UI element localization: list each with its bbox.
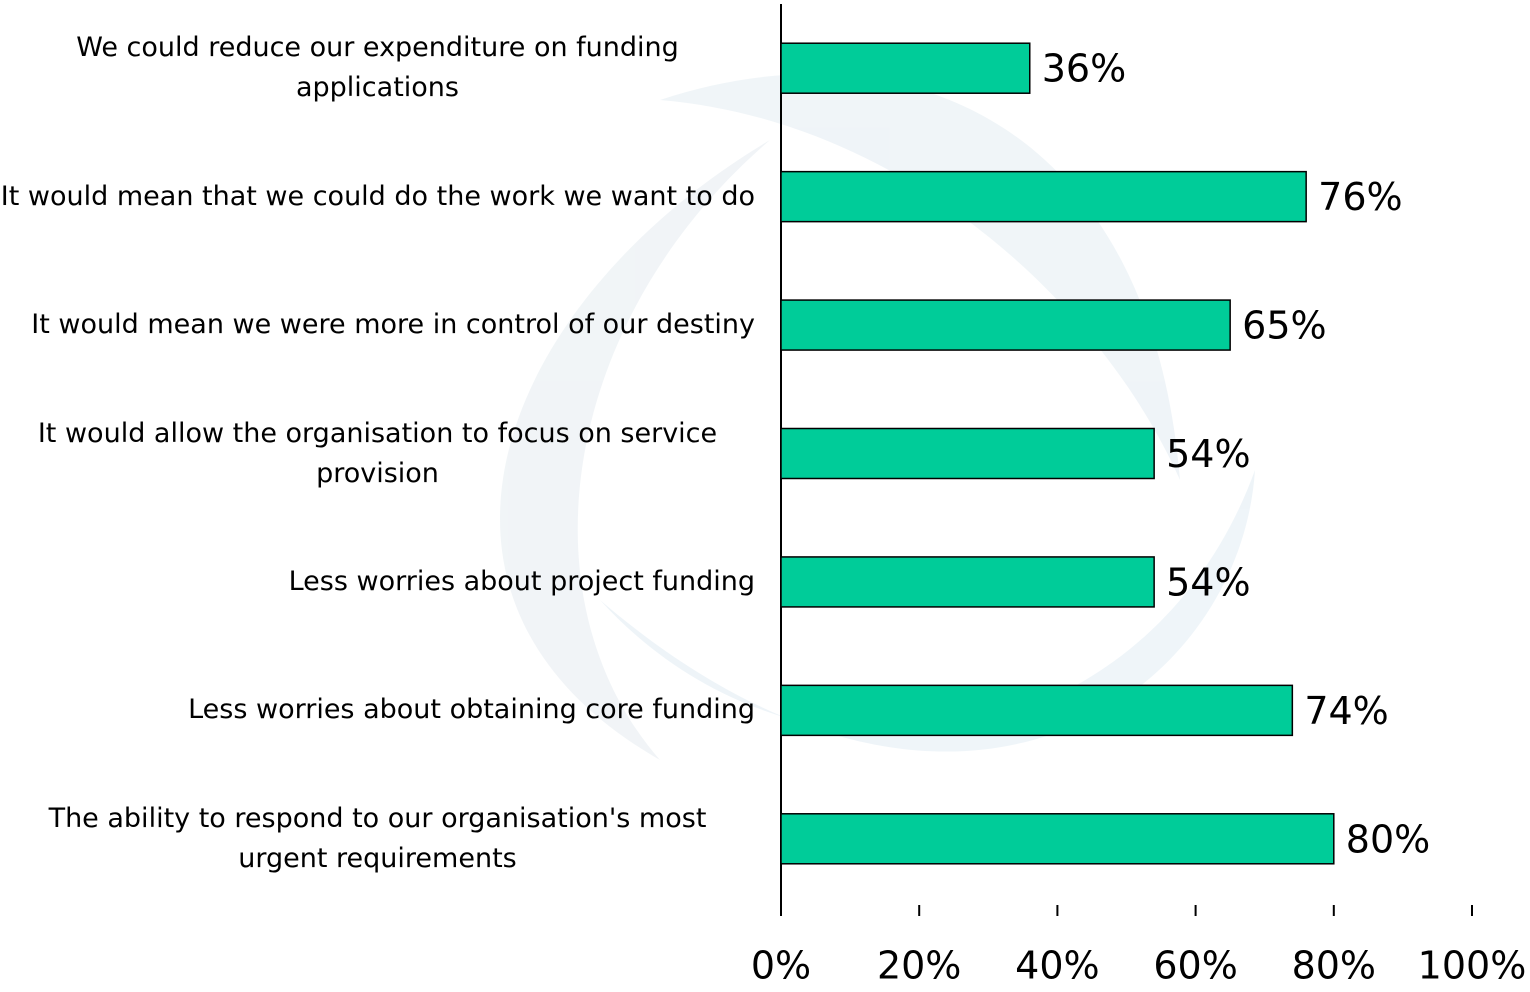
bar [780,813,1335,865]
x-tick-label: 20% [877,944,961,988]
logo-swoosh [600,470,1255,752]
category-label-box: We could reduce our expenditure on fundi… [0,8,755,128]
y-tick-label: We could reduce our expenditure on fundi… [76,32,679,104]
bar [780,170,1307,223]
value-label: 76% [1318,175,1402,219]
value-label: 65% [1242,304,1326,348]
bar [780,427,1155,480]
bar [780,299,1231,351]
category-label-box: It would mean that we could do the work … [0,137,755,257]
value-label: 74% [1304,689,1388,733]
value-label: 36% [1042,47,1126,91]
value-label: 54% [1166,560,1250,604]
y-tick-label: It would mean that we could do the work … [0,180,755,212]
x-tick-label: 60% [1153,944,1237,988]
category-label-box: Less worries about obtaining core fundin… [0,650,755,770]
x-tick-label: 80% [1292,944,1376,988]
category-label-box: The ability to respond to our organisati… [0,779,755,899]
value-label: 80% [1346,817,1430,861]
y-tick-label: Less worries about project funding [288,565,755,597]
bar [780,556,1155,608]
category-label-box: Less worries about project funding [0,522,755,642]
y-tick-label: The ability to respond to our organisati… [48,802,707,874]
x-tick-label: 100% [1418,944,1527,988]
category-label-box: It would mean we were more in control of… [0,265,755,385]
y-tick-label: It would mean we were more in control of… [31,309,755,341]
x-tick-label: 0% [751,944,811,988]
y-tick-label: Less worries about obtaining core fundin… [188,694,755,726]
value-label: 54% [1166,432,1250,476]
x-tick-label: 40% [1015,944,1099,988]
logo-swoosh [500,140,770,760]
bar [780,684,1294,737]
y-tick-label: It would allow the organisation to focus… [37,417,718,489]
category-label-box: It would allow the organisation to focus… [0,394,755,514]
bar [780,42,1031,94]
